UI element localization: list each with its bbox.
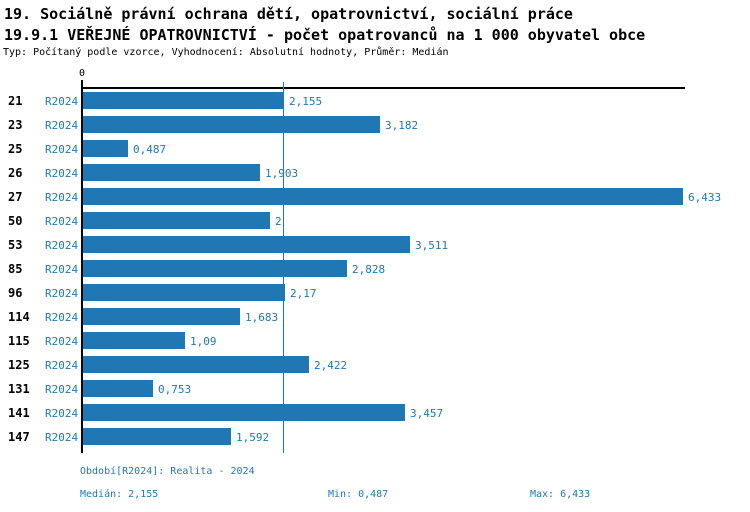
row-period-label: R2024 xyxy=(45,359,79,372)
row-category-label: 25 xyxy=(8,142,23,156)
bar-value-label: 0,753 xyxy=(158,383,192,396)
bar-value-label: 3,457 xyxy=(410,407,444,420)
row-period-label: R2024 xyxy=(45,335,79,348)
row-period-label: R2024 xyxy=(45,263,79,276)
row-period-label: R2024 xyxy=(45,215,79,228)
bar xyxy=(83,356,309,373)
bar-value-label: 0,487 xyxy=(133,143,167,156)
chart-subtitle: Typ: Počítaný podle vzorce, Vyhodnocení:… xyxy=(3,47,449,58)
x-axis-line xyxy=(81,87,685,89)
row-category-label: 23 xyxy=(8,118,23,132)
bar xyxy=(83,308,240,325)
bar xyxy=(83,116,380,133)
bar-value-label: 2,828 xyxy=(352,263,386,276)
row-category-label: 141 xyxy=(8,406,30,420)
page-title: 19. Sociálně právní ochrana dětí, opatro… xyxy=(4,5,573,23)
row-category-label: 115 xyxy=(8,334,30,348)
bar xyxy=(83,188,683,205)
row-period-label: R2024 xyxy=(45,239,79,252)
row-category-label: 53 xyxy=(8,238,23,252)
row-category-label: 131 xyxy=(8,382,30,396)
bar-value-label: 2 xyxy=(275,215,282,228)
legend-period: Období[R2024]: Realita - 2024 xyxy=(80,466,255,477)
row-period-label: R2024 xyxy=(45,431,79,444)
bar xyxy=(83,236,410,253)
bar xyxy=(83,428,231,445)
row-category-label: 21 xyxy=(8,94,23,108)
row-period-label: R2024 xyxy=(45,167,79,180)
row-period-label: R2024 xyxy=(45,407,79,420)
row-category-label: 114 xyxy=(8,310,30,324)
row-period-label: R2024 xyxy=(45,191,79,204)
bar-value-label: 2,422 xyxy=(314,359,348,372)
row-period-label: R2024 xyxy=(45,95,79,108)
bar xyxy=(83,212,270,229)
bar-value-label: 1,903 xyxy=(265,167,299,180)
y-axis-line xyxy=(81,80,83,453)
row-category-label: 50 xyxy=(8,214,23,228)
bar xyxy=(83,380,153,397)
bar-value-label: 2,155 xyxy=(289,95,323,108)
row-category-label: 27 xyxy=(8,190,23,204)
bar xyxy=(83,260,347,277)
row-period-label: R2024 xyxy=(45,383,79,396)
bar-value-label: 1,09 xyxy=(190,335,217,348)
bar-value-label: 3,182 xyxy=(385,119,419,132)
stat-max: Max: 6,433 xyxy=(530,489,591,500)
bar xyxy=(83,92,284,109)
bar xyxy=(83,140,128,157)
bar-value-label: 1,592 xyxy=(236,431,270,444)
row-category-label: 26 xyxy=(8,166,23,180)
bar-value-label: 6,433 xyxy=(688,191,722,204)
stat-min: Min: 0,487 xyxy=(328,489,389,500)
bar-value-label: 1,683 xyxy=(245,311,279,324)
bar xyxy=(83,332,185,349)
bar-value-label: 2,17 xyxy=(290,287,317,300)
bar xyxy=(83,284,285,301)
row-period-label: R2024 xyxy=(45,143,79,156)
bar xyxy=(83,404,405,421)
row-period-label: R2024 xyxy=(45,287,79,300)
row-period-label: R2024 xyxy=(45,311,79,324)
bar xyxy=(83,164,260,181)
chart-title: 19.9.1 VEŘEJNÉ OPATROVNICTVÍ - počet opa… xyxy=(4,26,646,44)
bar-value-label: 3,511 xyxy=(415,239,449,252)
row-category-label: 125 xyxy=(8,358,30,372)
row-category-label: 147 xyxy=(8,430,30,444)
x-axis-zero-tick-label: 0 xyxy=(78,68,86,79)
row-category-label: 85 xyxy=(8,262,23,276)
row-category-label: 96 xyxy=(8,286,23,300)
stat-median: Medián: 2,155 xyxy=(80,489,159,500)
row-period-label: R2024 xyxy=(45,119,79,132)
